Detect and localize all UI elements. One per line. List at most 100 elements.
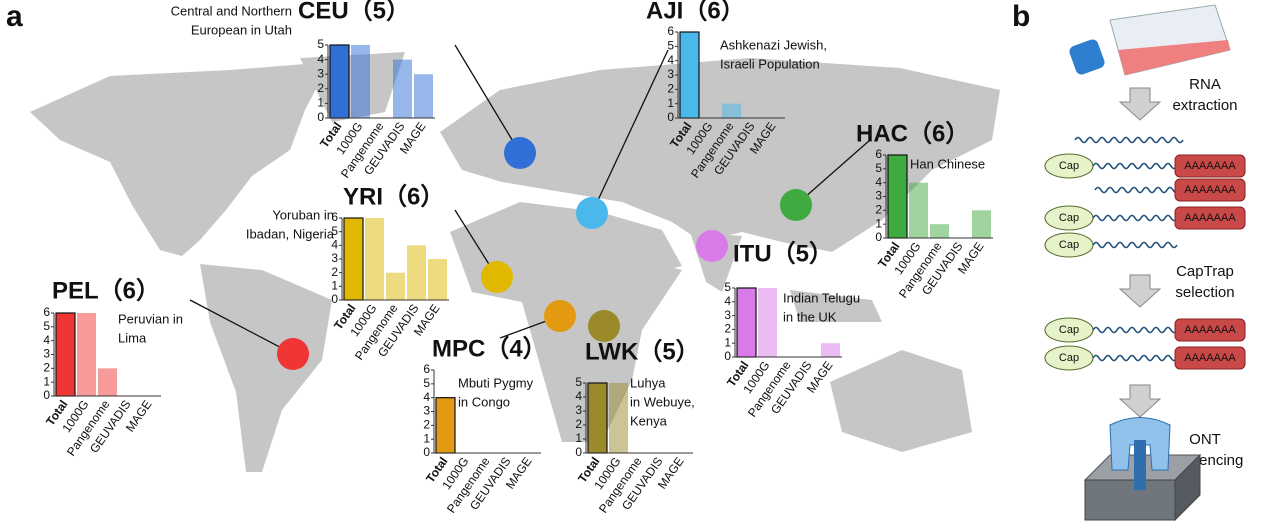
- south-america: [200, 264, 332, 472]
- panel-label: b: [1012, 0, 1030, 33]
- arrow: [1118, 384, 1162, 418]
- y-tick-label: 4: [667, 53, 674, 67]
- chart-title: LWK（5）: [585, 338, 700, 365]
- y-tick-label: 5: [317, 37, 324, 51]
- step-label: CapTrap: [1176, 263, 1234, 280]
- y-tick-label: 4: [331, 238, 338, 252]
- cap-label: Cap: [1059, 352, 1079, 364]
- arabia: [600, 212, 682, 276]
- y-tick-label: 2: [317, 81, 324, 95]
- y-tick-label: 5: [575, 375, 582, 389]
- y-tick-label: 0: [331, 292, 338, 306]
- pore-core: [1134, 440, 1146, 490]
- y-tick-label: 2: [667, 82, 674, 96]
- y-tick-label: 6: [331, 210, 338, 224]
- y-tick-label: 5: [43, 319, 50, 333]
- y-tick-label: 0: [667, 110, 674, 124]
- chart-description: European in Utah: [191, 22, 292, 37]
- panel-label: a: [6, 0, 23, 33]
- y-tick-label: 4: [317, 52, 324, 66]
- polya-label: AAAAAAA: [1184, 352, 1236, 364]
- bar: [679, 31, 700, 119]
- bar: [407, 245, 426, 300]
- bar: [77, 313, 96, 396]
- bar-chart: PEL（6）Peruvian inLima0123456Total1000GPa…: [43, 277, 309, 459]
- location-marker: [277, 338, 309, 370]
- arrow: [1118, 274, 1162, 308]
- bar: [98, 368, 117, 396]
- bar: [736, 287, 757, 358]
- y-tick-label: 3: [575, 403, 582, 417]
- chart-title: CEU（5）: [298, 0, 410, 24]
- y-tick-label: 4: [724, 294, 731, 308]
- workflow: RNAextractionCapTrapselectionONTsequenci…: [1044, 76, 1246, 522]
- chart-description: in Congo: [458, 394, 510, 409]
- bar: [343, 217, 364, 301]
- bar: [435, 397, 456, 454]
- step-label: ONT: [1189, 431, 1221, 448]
- chart-description: Han Chinese: [910, 156, 985, 171]
- y-tick-label: 1: [875, 216, 882, 230]
- device-side: [1174, 453, 1201, 522]
- rna: [1092, 162, 1178, 170]
- y-tick-label: 4: [43, 333, 50, 347]
- bar: [887, 154, 908, 239]
- rna: [1092, 241, 1178, 249]
- step-label: extraction: [1172, 97, 1237, 114]
- y-tick-label: 5: [875, 161, 882, 175]
- step-label: selection: [1175, 284, 1234, 301]
- chart-description: in the UK: [783, 309, 837, 324]
- y-tick-label: 5: [331, 224, 338, 238]
- chart-description: Ibadan, Nigeria: [246, 226, 335, 241]
- bar: [821, 343, 840, 357]
- location-marker: [544, 300, 576, 332]
- bar: [609, 383, 628, 453]
- polya: [1174, 178, 1246, 202]
- polya: [1174, 318, 1246, 342]
- y-tick-label: 6: [875, 147, 882, 161]
- chart-description: Israeli Population: [720, 56, 820, 71]
- australia: [830, 350, 972, 452]
- bar: [365, 218, 384, 300]
- chart-title: PEL（6）: [52, 277, 160, 304]
- y-tick-label: 1: [43, 374, 50, 388]
- connector: [454, 44, 521, 154]
- chart-description: Luhya: [630, 375, 666, 390]
- y-tick-label: 3: [331, 251, 338, 265]
- location-marker: [504, 137, 536, 169]
- cap-label: Cap: [1059, 239, 1079, 251]
- y-tick-label: 3: [724, 308, 731, 322]
- bar: [972, 210, 991, 238]
- rna: [1094, 186, 1180, 194]
- chart-description: Ashkenazi Jewish,: [720, 37, 827, 52]
- connector: [795, 139, 871, 206]
- polya-label: AAAAAAA: [1184, 184, 1236, 196]
- y-tick-label: 0: [423, 445, 430, 459]
- bar: [55, 312, 76, 397]
- location-marker: [780, 189, 812, 221]
- bar: [393, 59, 412, 118]
- bar: [329, 44, 350, 119]
- polya-label: AAAAAAA: [1184, 324, 1236, 336]
- y-tick-label: 2: [875, 203, 882, 217]
- chart-description: Mbuti Pygmy: [458, 375, 534, 390]
- polya-label: AAAAAAA: [1184, 212, 1236, 224]
- bar-chart: CEU（5） Central and Northern European in Ut…: [171, 0, 536, 181]
- y-tick-label: 2: [43, 361, 50, 375]
- y-tick-label: 0: [317, 110, 324, 124]
- y-tick-label: 1: [331, 279, 338, 293]
- arrow: [1118, 87, 1162, 121]
- world-map: [30, 52, 1000, 472]
- y-tick-label: 6: [423, 362, 430, 376]
- flask-cap: [1069, 39, 1105, 75]
- rna: [1092, 214, 1178, 222]
- y-tick-label: 3: [317, 66, 324, 80]
- connector: [189, 299, 294, 355]
- flask: [1069, 4, 1231, 76]
- chart-description: Central and Northern: [171, 3, 292, 18]
- step-label: RNA: [1189, 76, 1221, 93]
- chart-title: HAC（6）: [856, 120, 969, 147]
- chart-description: Indian Telugu: [783, 290, 860, 305]
- chart-title: MPC（4）: [432, 335, 547, 362]
